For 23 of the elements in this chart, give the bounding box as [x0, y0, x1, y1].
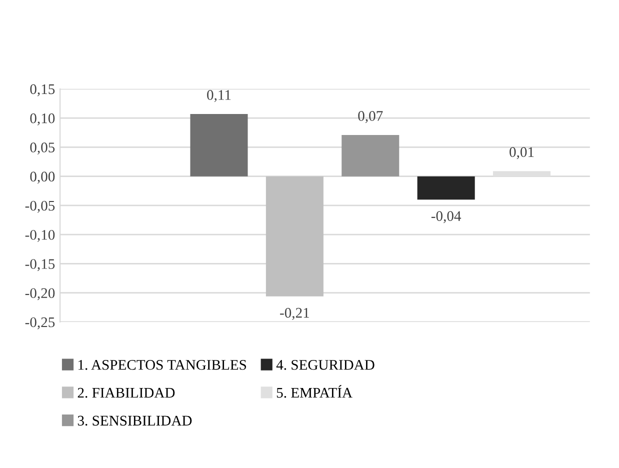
y-tick-label: -0,20 — [25, 288, 55, 300]
data-label: 0,07 — [358, 111, 383, 123]
y-tick-label: 0,00 — [30, 172, 55, 184]
data-label: 0,01 — [510, 147, 534, 160]
y-tick-label: -0,25 — [25, 317, 55, 330]
y-tick-label: 0,05 — [30, 142, 55, 154]
bar — [266, 176, 324, 296]
legend-label: 3. SENSIBILIDAD — [78, 416, 192, 426]
y-tick-label: -0,05 — [25, 200, 55, 213]
legend-label: 4. SEGURIDAD — [276, 360, 374, 370]
y-tick-label: -0,15 — [25, 259, 55, 272]
legend-label: 2. FIABILIDAD — [78, 388, 175, 398]
legend-label: 1. ASPECTOS TANGIBLES — [78, 360, 246, 370]
legend-label: 5. EMPATÍA — [276, 385, 352, 398]
data-label: 0,11 — [207, 90, 231, 102]
bar — [417, 176, 475, 200]
data-label: -0,21 — [280, 308, 310, 320]
bar — [190, 114, 248, 176]
y-tick-label: 0,10 — [30, 113, 55, 126]
bar — [342, 134, 400, 176]
y-tick-label: 0,15 — [30, 84, 55, 96]
y-tick-label: -0,10 — [25, 230, 55, 242]
data-label: -0,04 — [431, 211, 462, 224]
